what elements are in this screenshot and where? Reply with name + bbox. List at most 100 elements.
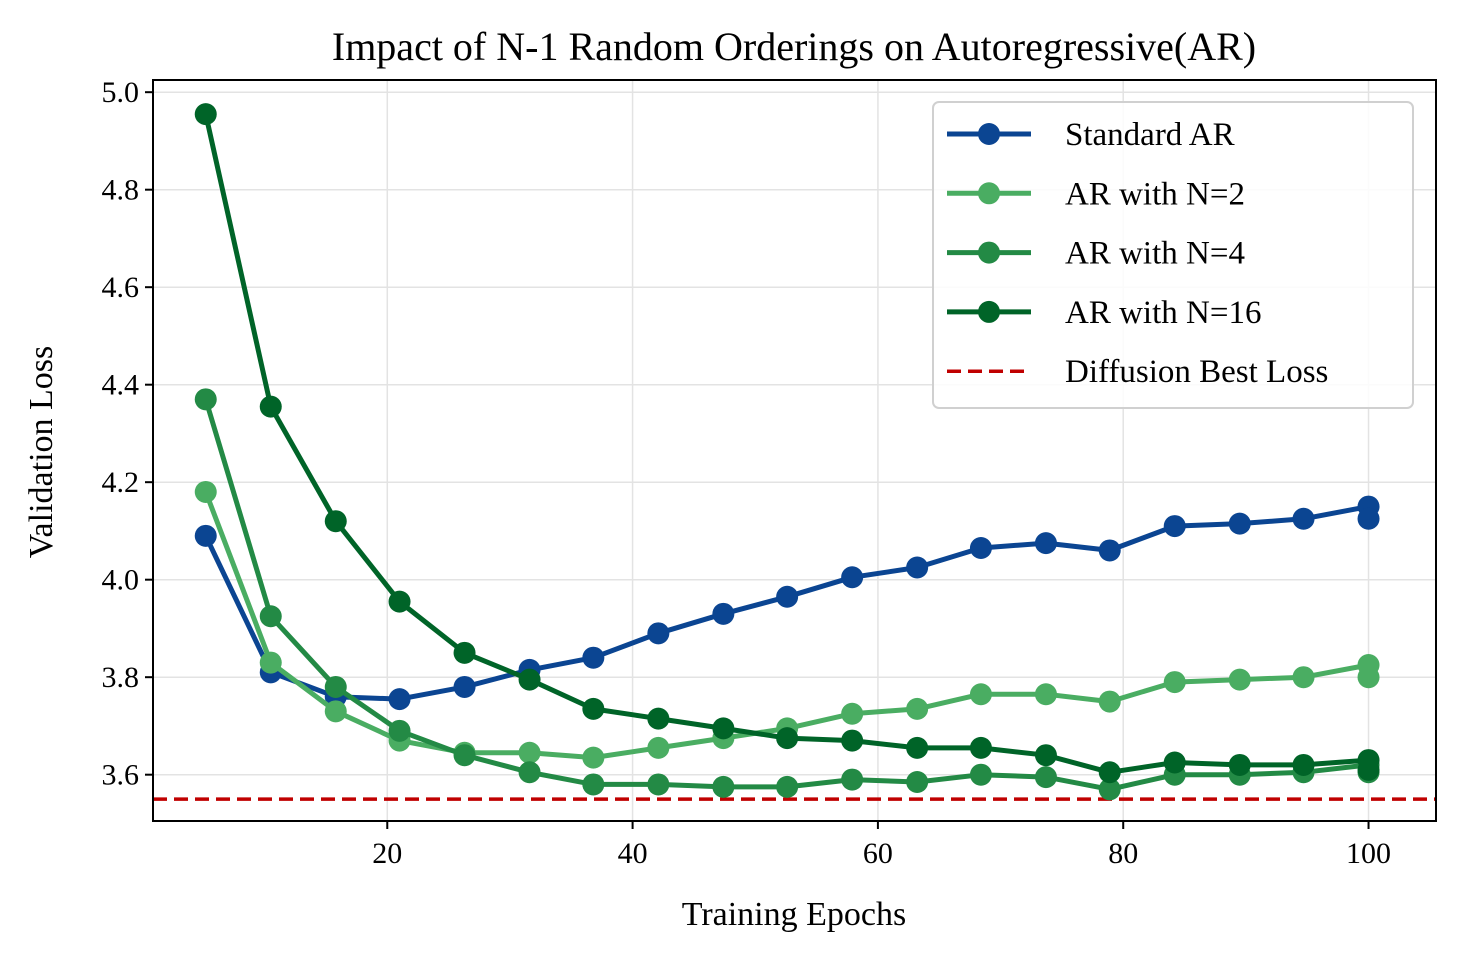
y-tick-label: 4.8 bbox=[102, 174, 140, 207]
legend-marker bbox=[978, 241, 1000, 264]
plot-area-frame bbox=[152, 79, 1437, 822]
data-point bbox=[518, 741, 541, 764]
data-point bbox=[841, 566, 864, 589]
data-point bbox=[1163, 515, 1186, 538]
data-point bbox=[388, 719, 411, 742]
data-point bbox=[841, 729, 864, 752]
data-point bbox=[388, 590, 411, 613]
data-point bbox=[712, 775, 735, 798]
y-tick-label: 4.6 bbox=[102, 271, 140, 304]
data-point bbox=[194, 524, 217, 547]
data-point bbox=[453, 744, 476, 767]
data-point bbox=[453, 641, 476, 664]
data-point bbox=[518, 668, 541, 691]
data-point bbox=[647, 622, 670, 645]
data-point bbox=[518, 761, 541, 784]
legend-marker bbox=[978, 300, 1000, 323]
data-point bbox=[1292, 753, 1315, 776]
data-point bbox=[647, 707, 670, 730]
legend-box bbox=[932, 101, 1414, 409]
series-2 bbox=[194, 480, 1380, 769]
data-point bbox=[324, 700, 347, 723]
y-tick-label: 5.0 bbox=[102, 76, 140, 109]
series-layer bbox=[194, 103, 1380, 801]
data-point bbox=[259, 395, 282, 418]
legend-marker bbox=[978, 123, 1000, 145]
x-tick-label: 60 bbox=[863, 837, 893, 870]
data-point bbox=[712, 717, 735, 740]
y-axis-ticks: 3.6 3.8 4.0 4.2 4.4 4.6 4.8 5.0 bbox=[102, 76, 153, 792]
data-point bbox=[906, 771, 929, 793]
data-point bbox=[194, 103, 217, 126]
legend-entry: AR with N=2 bbox=[947, 176, 1245, 212]
x-axis-ticks: 20 40 60 80 100 bbox=[372, 821, 1391, 870]
data-point bbox=[582, 746, 605, 769]
data-point bbox=[1163, 751, 1186, 774]
chart-title: Impact of N-1 Random Orderings on Autore… bbox=[332, 24, 1256, 69]
series-4 bbox=[194, 103, 1380, 784]
data-point bbox=[1098, 761, 1121, 784]
data-point bbox=[324, 510, 347, 533]
series-1 bbox=[194, 495, 1380, 711]
data-point bbox=[582, 697, 605, 720]
data-point bbox=[969, 683, 992, 706]
data-point bbox=[1357, 758, 1380, 781]
data-point bbox=[841, 768, 864, 791]
data-point bbox=[1228, 512, 1251, 535]
data-point bbox=[969, 537, 992, 559]
data-point bbox=[1034, 532, 1057, 555]
data-point bbox=[906, 736, 929, 759]
x-tick-label: 20 bbox=[372, 837, 402, 870]
legend-entry: AR with N=16 bbox=[947, 295, 1261, 331]
data-point bbox=[1292, 666, 1315, 689]
data-point bbox=[1357, 666, 1380, 689]
legend-entry: AR with N=4 bbox=[947, 236, 1245, 272]
legend-marker bbox=[978, 182, 1000, 205]
data-point bbox=[259, 651, 282, 674]
data-point bbox=[906, 556, 929, 579]
legend: Standard AR AR with N=2 AR with N=4 AR with… bbox=[932, 101, 1414, 409]
legend-label: AR with N=16 bbox=[1065, 295, 1261, 331]
data-point bbox=[1034, 766, 1057, 789]
legend-label: AR with N=4 bbox=[1065, 236, 1245, 272]
data-point bbox=[1098, 539, 1121, 562]
y-tick-label: 4.4 bbox=[102, 369, 140, 402]
data-point bbox=[194, 480, 217, 503]
data-point bbox=[906, 697, 929, 720]
data-point bbox=[776, 585, 799, 608]
y-tick-label: 3.6 bbox=[102, 759, 140, 792]
data-point bbox=[1034, 744, 1057, 767]
data-point bbox=[582, 773, 605, 796]
data-point bbox=[453, 675, 476, 698]
data-point bbox=[1357, 507, 1380, 530]
x-axis-label: Training Epochs bbox=[682, 896, 906, 933]
data-point bbox=[388, 688, 411, 711]
data-point bbox=[1098, 778, 1121, 801]
legend-label: AR with N=2 bbox=[1065, 176, 1245, 212]
data-point bbox=[1098, 690, 1121, 713]
x-tick-label: 100 bbox=[1346, 837, 1391, 870]
data-point bbox=[1034, 683, 1057, 706]
y-tick-label: 4.0 bbox=[102, 564, 140, 597]
data-point bbox=[776, 727, 799, 750]
data-point bbox=[969, 763, 992, 786]
data-point bbox=[776, 775, 799, 798]
legend-entry: Standard AR bbox=[947, 117, 1235, 153]
legend-label: Diffusion Best Loss bbox=[1065, 354, 1328, 390]
legend-label: Standard AR bbox=[1065, 117, 1235, 153]
series-3 bbox=[194, 388, 1380, 801]
data-point bbox=[259, 605, 282, 628]
data-point bbox=[1163, 671, 1186, 694]
data-point bbox=[841, 702, 864, 725]
data-point bbox=[324, 675, 347, 698]
data-point bbox=[1228, 668, 1251, 691]
data-point bbox=[647, 773, 670, 796]
y-tick-label: 4.2 bbox=[102, 466, 140, 499]
data-point bbox=[194, 388, 217, 411]
data-point bbox=[712, 602, 735, 625]
data-point bbox=[582, 646, 605, 669]
x-tick-label: 40 bbox=[618, 837, 648, 870]
data-point bbox=[1292, 507, 1315, 530]
legend-entry: Diffusion Best Loss bbox=[947, 354, 1328, 390]
